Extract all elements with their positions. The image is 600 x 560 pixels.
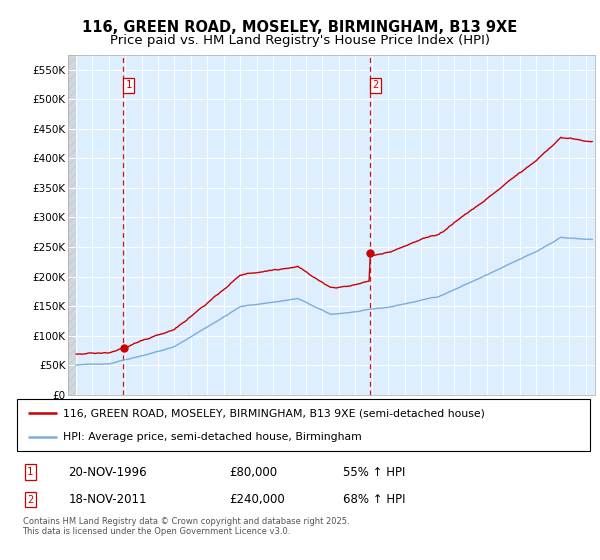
- Text: 1: 1: [125, 81, 132, 91]
- Text: 1: 1: [27, 467, 34, 477]
- Text: Price paid vs. HM Land Registry's House Price Index (HPI): Price paid vs. HM Land Registry's House …: [110, 34, 490, 46]
- Text: Contains HM Land Registry data © Crown copyright and database right 2025.
This d: Contains HM Land Registry data © Crown c…: [23, 517, 349, 536]
- Text: 55% ↑ HPI: 55% ↑ HPI: [343, 465, 406, 479]
- Bar: [68, 55, 76, 395]
- Text: 2: 2: [372, 81, 379, 91]
- Text: 116, GREEN ROAD, MOSELEY, BIRMINGHAM, B13 9XE (semi-detached house): 116, GREEN ROAD, MOSELEY, BIRMINGHAM, B1…: [62, 408, 485, 418]
- Text: 116, GREEN ROAD, MOSELEY, BIRMINGHAM, B13 9XE: 116, GREEN ROAD, MOSELEY, BIRMINGHAM, B1…: [82, 20, 518, 35]
- Text: HPI: Average price, semi-detached house, Birmingham: HPI: Average price, semi-detached house,…: [62, 432, 361, 442]
- Text: 18-NOV-2011: 18-NOV-2011: [68, 493, 147, 506]
- Text: 68% ↑ HPI: 68% ↑ HPI: [343, 493, 406, 506]
- Text: 2: 2: [27, 495, 34, 505]
- Text: £80,000: £80,000: [229, 465, 277, 479]
- Text: 20-NOV-1996: 20-NOV-1996: [68, 465, 147, 479]
- FancyBboxPatch shape: [17, 399, 590, 451]
- Text: £240,000: £240,000: [229, 493, 284, 506]
